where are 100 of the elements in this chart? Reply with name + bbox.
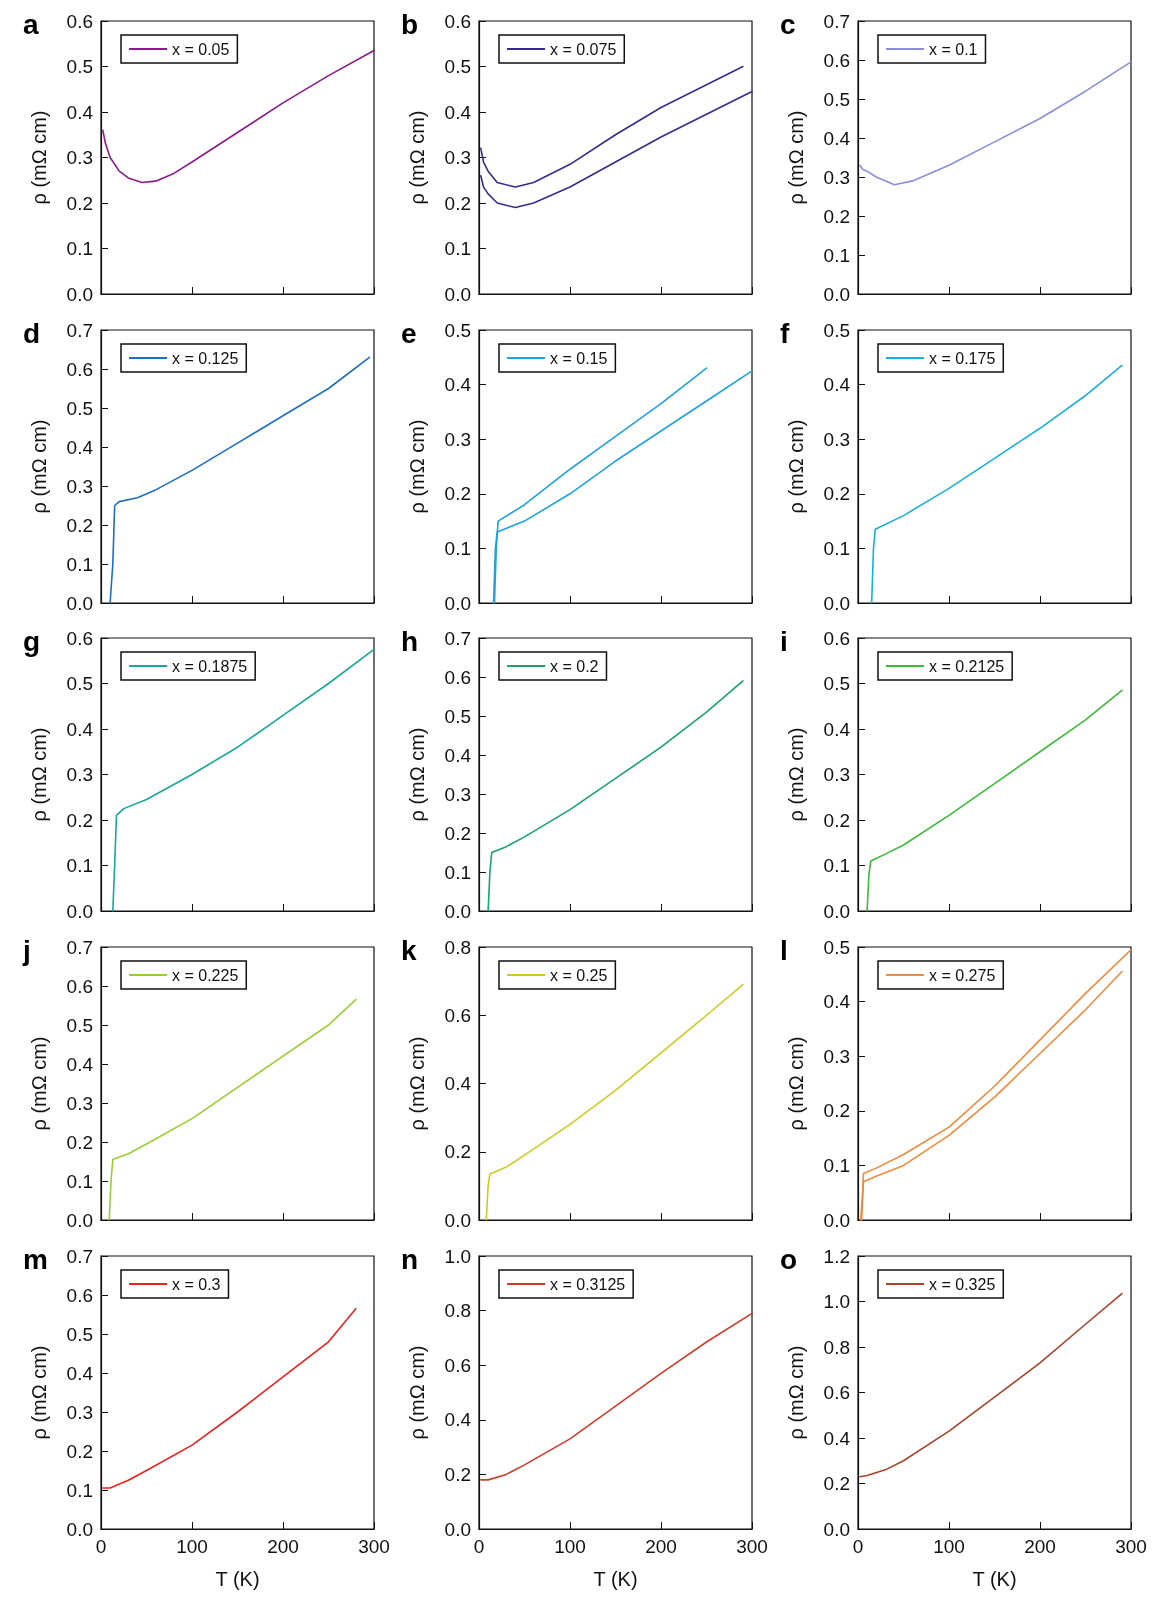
- y-tick-label: 0.2: [66, 514, 93, 536]
- y-tick-label: 0.2: [444, 192, 471, 214]
- legend-label: x = 0.325: [929, 1275, 996, 1293]
- y-tick-label: 0.3: [444, 428, 471, 450]
- legend-label: x = 0.2125: [929, 657, 1005, 675]
- y-tick-label: 0.2: [823, 809, 850, 831]
- y-tick-label: 0.5: [823, 936, 850, 958]
- y-tick-label: 0.0: [66, 283, 93, 305]
- y-tick-label: 0.8: [444, 936, 471, 958]
- chart-title: c: [780, 8, 796, 40]
- y-tick-label: 0.0: [823, 1518, 850, 1540]
- y-tick-label: 0.6: [66, 627, 93, 649]
- legend-label: x = 0.275: [929, 966, 996, 984]
- y-axis-title: ρ (mΩ cm): [28, 1345, 50, 1440]
- y-tick-label: 0.3: [66, 764, 93, 785]
- y-tick-label: 0.3: [66, 475, 93, 497]
- y-tick-label: 0.2: [823, 483, 850, 505]
- y-tick-label: 0.2: [444, 483, 471, 505]
- y-tick-label: 0.4: [444, 1073, 472, 1094]
- y-tick-label: 0.3: [66, 1092, 93, 1114]
- y-axis-title: ρ (mΩ cm): [785, 1345, 807, 1440]
- y-tick-label: 0.5: [66, 1323, 93, 1345]
- y-tick-label: 0.5: [66, 397, 93, 419]
- y-tick-label: 1.0: [823, 1291, 850, 1312]
- y-tick-label: 0.6: [444, 10, 471, 32]
- y-tick-label: 0.4: [823, 991, 851, 1013]
- y-tick-label: 0.3: [444, 783, 471, 805]
- y-tick-label: 0.1: [66, 855, 93, 876]
- y-tick-label: 0.4: [66, 718, 94, 740]
- y-tick-label: 0.1: [444, 238, 471, 259]
- chart-title: k: [401, 934, 417, 966]
- y-tick-label: 0.2: [444, 822, 471, 844]
- x-tick-label: 300: [1115, 1536, 1147, 1557]
- legend-label: x = 0.2: [550, 657, 599, 675]
- y-tick-label: 0.4: [444, 101, 472, 123]
- y-tick-label: 0.8: [444, 1300, 471, 1322]
- y-tick-label: 0.3: [66, 147, 93, 168]
- y-tick-label: 0.6: [823, 1382, 850, 1403]
- chart-title: g: [23, 625, 41, 657]
- y-tick-label: 0.7: [66, 1245, 93, 1267]
- chart-title: i: [780, 625, 788, 657]
- y-tick-label: 0.2: [66, 1131, 93, 1153]
- y-tick-label: 0.1: [444, 537, 471, 559]
- y-tick-label: 0.2: [823, 205, 850, 227]
- chart-title: h: [401, 625, 419, 657]
- y-tick-label: 0.5: [444, 319, 471, 341]
- chart-title: b: [401, 8, 419, 40]
- x-axis-title: T (K): [972, 1568, 1017, 1590]
- x-tick-label: 200: [1024, 1536, 1056, 1557]
- y-tick-label: 0.8: [823, 1336, 850, 1358]
- y-tick-label: 0.4: [823, 127, 851, 149]
- x-tick-label: 100: [933, 1536, 965, 1557]
- legend-label: x = 0.225: [172, 966, 239, 984]
- legend-label: x = 0.175: [929, 349, 996, 367]
- y-tick-label: 0.2: [823, 1473, 850, 1494]
- legend-label: x = 0.1: [929, 40, 978, 58]
- y-tick-label: 0.7: [444, 627, 471, 649]
- y-tick-label: 1.0: [444, 1245, 471, 1267]
- y-tick-label: 0.5: [444, 705, 471, 727]
- legend-label: x = 0.1875: [172, 657, 248, 675]
- y-tick-label: 0.4: [444, 1409, 472, 1431]
- chart-title: l: [780, 934, 788, 966]
- y-tick-label: 0.3: [823, 1045, 850, 1067]
- chart-title: o: [780, 1243, 798, 1275]
- y-axis-title: ρ (mΩ cm): [28, 727, 50, 822]
- y-tick-label: 0.6: [66, 358, 93, 380]
- y-tick-label: 0.2: [444, 1463, 471, 1485]
- y-axis-title: ρ (mΩ cm): [28, 110, 50, 205]
- y-tick-label: 0.0: [66, 1209, 93, 1231]
- y-tick-label: 0.6: [444, 1354, 471, 1376]
- y-tick-label: 0.4: [444, 374, 472, 396]
- y-tick-label: 0.1: [66, 553, 93, 575]
- y-axis-title: ρ (mΩ cm): [28, 419, 50, 514]
- y-tick-label: 0.1: [823, 244, 850, 266]
- legend-label: x = 0.125: [172, 349, 239, 367]
- x-tick-label: 300: [736, 1536, 768, 1557]
- y-axis-title: ρ (mΩ cm): [785, 1036, 807, 1131]
- legend-label: x = 0.15: [550, 349, 608, 367]
- y-tick-label: 0.5: [823, 88, 850, 110]
- chart-title: d: [23, 317, 41, 349]
- x-axis-title: T (K): [593, 1568, 638, 1590]
- y-tick-label: 0.4: [823, 718, 851, 740]
- y-tick-label: 0.6: [823, 627, 850, 649]
- legend-label: x = 0.075: [550, 40, 617, 58]
- y-tick-label: 0.1: [66, 238, 93, 259]
- y-axis-title: ρ (mΩ cm): [406, 419, 428, 514]
- y-axis-title: ρ (mΩ cm): [406, 1036, 428, 1131]
- legend-label: x = 0.05: [172, 40, 230, 58]
- y-tick-label: 0.2: [66, 809, 93, 831]
- y-tick-label: 0.5: [823, 319, 850, 341]
- y-axis-title: ρ (mΩ cm): [406, 110, 428, 205]
- x-tick-label: 200: [645, 1536, 677, 1557]
- y-tick-label: 0.0: [444, 283, 471, 305]
- y-tick-label: 0.1: [823, 537, 850, 559]
- y-tick-label: 0.0: [444, 1209, 471, 1231]
- y-axis-title: ρ (mΩ cm): [785, 110, 807, 205]
- y-tick-label: 0.4: [444, 744, 472, 766]
- y-tick-label: 0.3: [823, 428, 850, 450]
- x-tick-label: 0: [852, 1536, 864, 1557]
- y-tick-label: 0.6: [444, 1004, 471, 1026]
